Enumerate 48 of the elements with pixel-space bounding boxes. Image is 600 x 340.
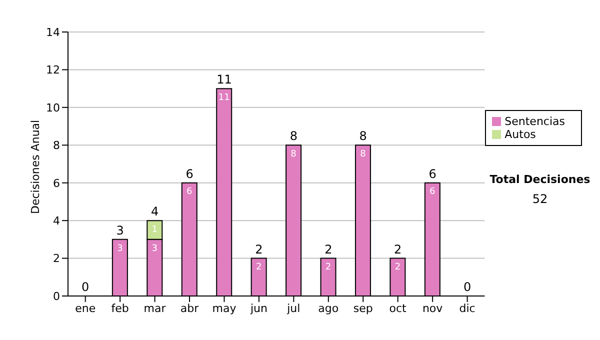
total-label: 0	[82, 280, 90, 294]
y-tick-label: 8	[53, 139, 60, 152]
y-axis-title: Decisiones Anual	[28, 120, 42, 214]
total-label: 3	[116, 223, 124, 238]
data-label: 2	[394, 262, 401, 273]
x-tick-label: ene	[75, 302, 96, 315]
total-label: 0	[463, 280, 472, 294]
y-tick-label: 2	[53, 252, 60, 266]
x-tick-label: jun	[249, 302, 268, 315]
total-label: 2	[324, 242, 332, 256]
x-tick-label: feb	[111, 302, 129, 315]
y-tick-label: 4	[53, 214, 60, 228]
y-tick-label: 12	[46, 64, 60, 77]
x-tick-label: ago	[318, 302, 339, 315]
x-tick-label: dic	[459, 302, 476, 315]
data-label: 6	[186, 187, 193, 198]
text: Total Decisiones	[488, 173, 592, 186]
total-label: 11	[216, 72, 232, 87]
y-tick-label: 0	[53, 290, 60, 303]
total-label: 4	[150, 204, 159, 219]
x-tick-label: oct	[389, 302, 408, 315]
data-label: 1	[152, 224, 158, 235]
total-label: 8	[359, 129, 367, 144]
total-label: 6	[186, 166, 194, 181]
x-tick-label: nov	[422, 302, 444, 315]
x-tick-label: sep	[353, 302, 373, 315]
total-label: 8	[290, 129, 298, 144]
data-label: 3	[117, 244, 123, 254]
y-tick-label: 14	[46, 26, 60, 39]
x-tick-label: mar	[144, 302, 166, 315]
data-label: 6	[430, 187, 436, 198]
text: 52	[531, 192, 549, 206]
data-label: 2	[325, 262, 332, 273]
data-label: 8	[360, 150, 366, 160]
total-label: 2	[255, 242, 263, 256]
total-label: 2	[394, 242, 402, 256]
x-tick-label: jul	[286, 302, 300, 315]
x-tick-label: may	[212, 302, 237, 315]
legend-label: Autos	[504, 128, 536, 141]
y-tick-label: 10	[46, 101, 60, 114]
x-tick-label: abr	[180, 302, 200, 315]
data-label: 3	[152, 244, 158, 254]
legend-label: Sentencias	[504, 115, 565, 128]
y-tick-label: 6	[53, 176, 60, 190]
data-label: 2	[256, 262, 262, 273]
total-label: 6	[428, 166, 436, 181]
data-label: 11	[218, 92, 230, 103]
data-label: 8	[290, 150, 297, 160]
